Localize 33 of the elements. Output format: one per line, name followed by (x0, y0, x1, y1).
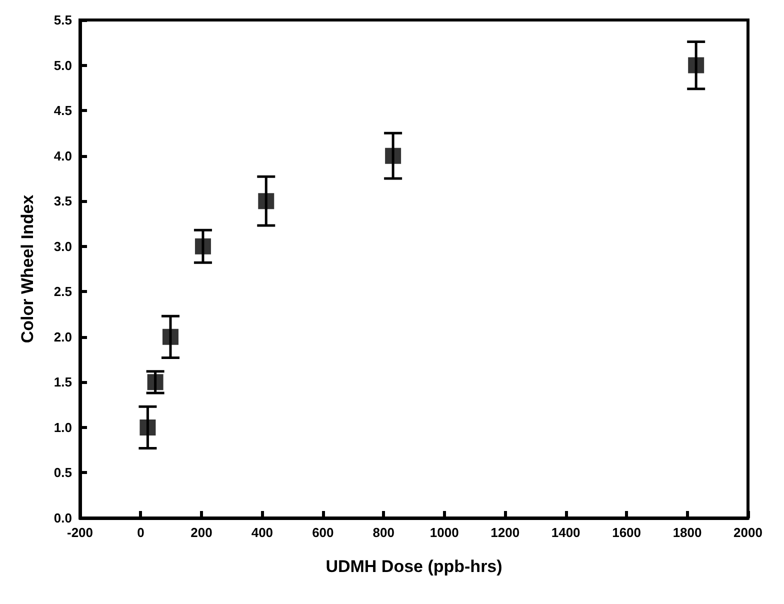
x-tick-label: 1600 (612, 525, 642, 540)
y-tick-label: 0.0 (54, 510, 72, 526)
point (194, 238, 211, 254)
y-tick-label: 4.5 (54, 103, 72, 118)
point (688, 57, 704, 74)
point (258, 193, 274, 210)
x-tick-label: 0 (137, 525, 144, 540)
x-tick-label: 2000 (734, 525, 762, 540)
x-axis-title: UDMH Dose (ppb-hrs) (326, 557, 502, 576)
y-tick-label: 5.0 (54, 58, 72, 73)
x-tick-label: 200 (190, 525, 212, 540)
y-tick-label: 1.5 (54, 374, 72, 390)
y-tick-label: 5.5 (54, 12, 72, 28)
x-tick-label: 1000 (430, 525, 459, 540)
y-tick-label: 4.0 (54, 148, 72, 164)
point (140, 419, 156, 436)
x-tick-label: 1400 (551, 525, 580, 540)
y-tick-label: 0.5 (54, 465, 72, 480)
x-tick-label: 800 (372, 525, 394, 540)
y-axis-title: Color Wheel Index (18, 194, 37, 344)
y-tick-label: 2.0 (54, 329, 72, 344)
x-tick-label: -200 (66, 525, 94, 540)
point (147, 374, 164, 390)
y-tick-label: 3.5 (54, 194, 72, 209)
x-tick-label: 600 (312, 525, 334, 540)
point (385, 148, 402, 164)
x-tick-label: 1200 (490, 525, 520, 540)
point (162, 328, 178, 345)
x-tick-label: 400 (251, 525, 274, 540)
y-tick-label: 3.0 (54, 238, 72, 254)
y-tick-label: 2.5 (54, 284, 72, 300)
x-tick-label: 1800 (672, 525, 702, 540)
y-tick-label: 1.0 (54, 420, 72, 435)
